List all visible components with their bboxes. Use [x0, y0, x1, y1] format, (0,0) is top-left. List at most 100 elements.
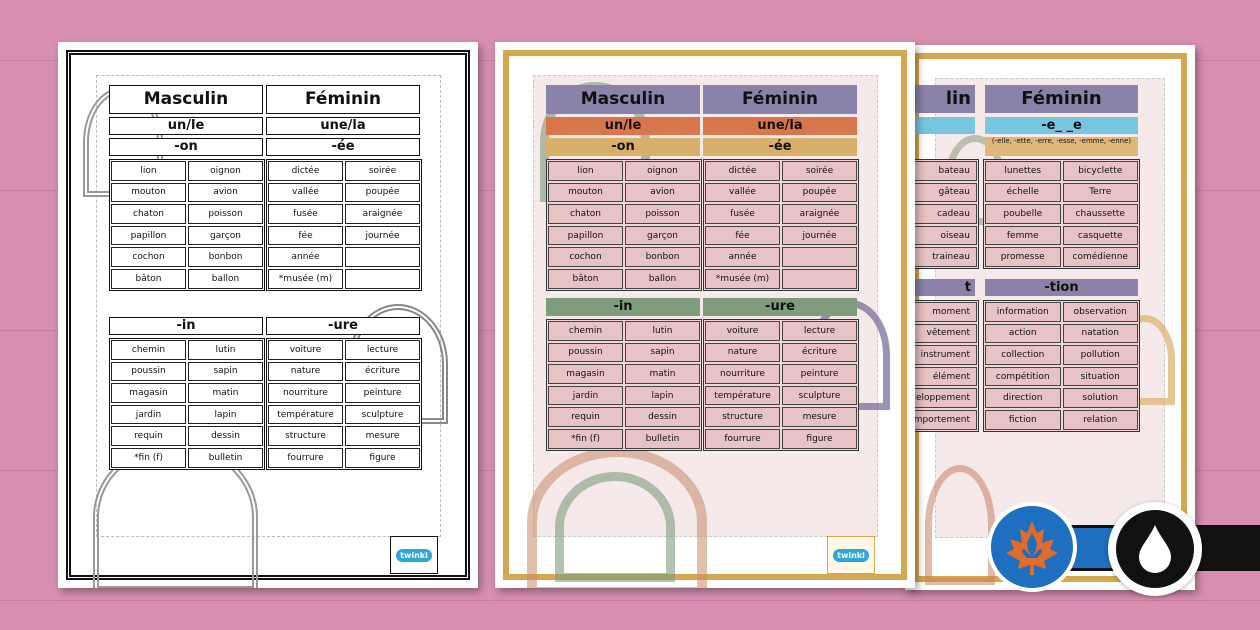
un-le-label: un/le [109, 117, 263, 135]
ee-table: dictée soirée vallée poupée fusée araignée fée… [703, 159, 859, 291]
in-table: chemin lutin poussin sapin magasin matin jardi… [546, 319, 702, 451]
double-frame [66, 50, 470, 580]
word-cell: peinture [782, 364, 857, 384]
word-cell: dictée [268, 161, 343, 181]
word-cell: sapin [625, 342, 700, 363]
word-cell: soirée [782, 161, 857, 181]
twinkl-logo: twinkl [390, 536, 438, 574]
un-le-label: un/le [546, 117, 700, 135]
in-title: -in [109, 317, 263, 335]
ure-title: -ure [266, 317, 420, 335]
word-cell: mesure [782, 407, 857, 427]
print-badge [1108, 502, 1202, 596]
word-cell: poussin [111, 361, 186, 382]
word-cell: sculpture [782, 385, 857, 406]
in-table: chemin lutin poussin sapin magasin matin jardi… [109, 338, 265, 470]
ent-title-partial: t [905, 279, 975, 296]
word-cell: cochon [548, 247, 623, 267]
word-cell: requin [111, 426, 186, 446]
word-cell: jardin [548, 385, 623, 406]
word-cell: fusée [268, 204, 343, 224]
word-cell: fourrure [705, 428, 780, 449]
word-cell: traineau [907, 247, 977, 267]
word-cell: bicyclette [1062, 161, 1138, 181]
word-cell: relation [1062, 409, 1138, 430]
word-cell: lion [111, 161, 186, 181]
word-cell: Terre [1062, 182, 1138, 203]
feminin-header: Féminin [703, 85, 857, 114]
word-cell: chaton [548, 204, 623, 224]
word-cell: dictée [705, 161, 780, 181]
ink-badge-inner [1114, 508, 1196, 590]
word-cell: bonbon [625, 247, 700, 267]
ink-drop-icon [1139, 525, 1171, 573]
twinkl-logo: twinkl [827, 536, 875, 574]
word-cell: oiseau [907, 225, 977, 246]
word-cell: mouton [111, 182, 186, 203]
word-cell: poussin [548, 342, 623, 363]
word-cell: figure [782, 428, 857, 449]
feminin-header: Féminin [985, 85, 1138, 113]
word-cell: oignon [188, 161, 263, 181]
word-cell: structure [268, 426, 343, 446]
word-cell: natation [1062, 323, 1138, 344]
word-cell: compétition [985, 366, 1061, 387]
word-cell: chemin [111, 340, 186, 360]
e-title: -e_ _e [985, 117, 1138, 134]
word-cell: information [985, 302, 1061, 322]
worksheet-colour: Masculin Féminin un/le une/la -on -ée li… [495, 42, 915, 588]
word-cell: femme [985, 225, 1061, 246]
ee-table: dictée soirée vallée poupée fusée araignée fée… [266, 159, 422, 291]
word-cell: poisson [188, 204, 263, 224]
word-cell: bonbon [188, 247, 263, 267]
word-cell: dessin [625, 407, 700, 427]
word-cell: bâton [548, 268, 623, 289]
word-cell: poupée [782, 182, 857, 203]
word-cell: développement [907, 388, 977, 408]
tion-table: information observation action natation coll… [983, 300, 1140, 432]
word-cell: requin [548, 407, 623, 427]
word-cell: voiture [705, 321, 780, 341]
word-cell: *fin (f) [548, 428, 623, 449]
word-cell: fiction [985, 409, 1061, 430]
word-cell: solution [1062, 388, 1138, 408]
masculin-header-partial: lin [905, 85, 975, 113]
eau-title-bar [905, 117, 975, 134]
on-table: lion oignon mouton avion chaton poisson papill… [546, 159, 702, 291]
e-table: lunettes bicyclette échelle Terre poubelle ch… [983, 159, 1140, 269]
word-cell: température [705, 385, 780, 406]
ee-title: -ée [703, 138, 857, 156]
word-cell: bulletin [625, 428, 700, 449]
word-cell: poubelle [985, 204, 1061, 224]
word-cell: poisson [625, 204, 700, 224]
word-cell: mesure [345, 426, 420, 446]
plank-line [0, 600, 1260, 601]
ure-title: -ure [703, 298, 857, 316]
eau-table: bateau gâteau cadeau oiseau traineau [905, 159, 979, 269]
word-cell: cadeau [907, 204, 977, 224]
canadian-badge [987, 502, 1077, 592]
word-cell: gâteau [907, 182, 977, 203]
word-cell: mouton [548, 182, 623, 203]
word-cell: année [705, 247, 780, 267]
word-cell: papillon [548, 225, 623, 246]
word-cell [782, 268, 857, 289]
word-cell: jardin [111, 404, 186, 425]
word-cell: situation [1062, 366, 1138, 387]
word-cell: cochon [111, 247, 186, 267]
word-cell: casquette [1062, 225, 1138, 246]
word-cell: matin [188, 383, 263, 403]
word-cell [345, 268, 420, 289]
ure-table: voiture lecture nature écriture nourriture pe… [703, 319, 859, 451]
word-cell: poupée [345, 182, 420, 203]
word-cell: garçon [625, 225, 700, 246]
word-cell: fourrure [268, 447, 343, 468]
word-cell: lapin [625, 385, 700, 406]
word-cell: chemin [548, 321, 623, 341]
word-cell: araignée [345, 204, 420, 224]
word-cell: voiture [268, 340, 343, 360]
e-subtitle: (-elle, -ette, -erre, -esse, -emme, -enn… [985, 137, 1138, 156]
word-cell: sculpture [345, 404, 420, 425]
word-cell: fée [705, 225, 780, 246]
masculin-header: Masculin [109, 85, 263, 114]
